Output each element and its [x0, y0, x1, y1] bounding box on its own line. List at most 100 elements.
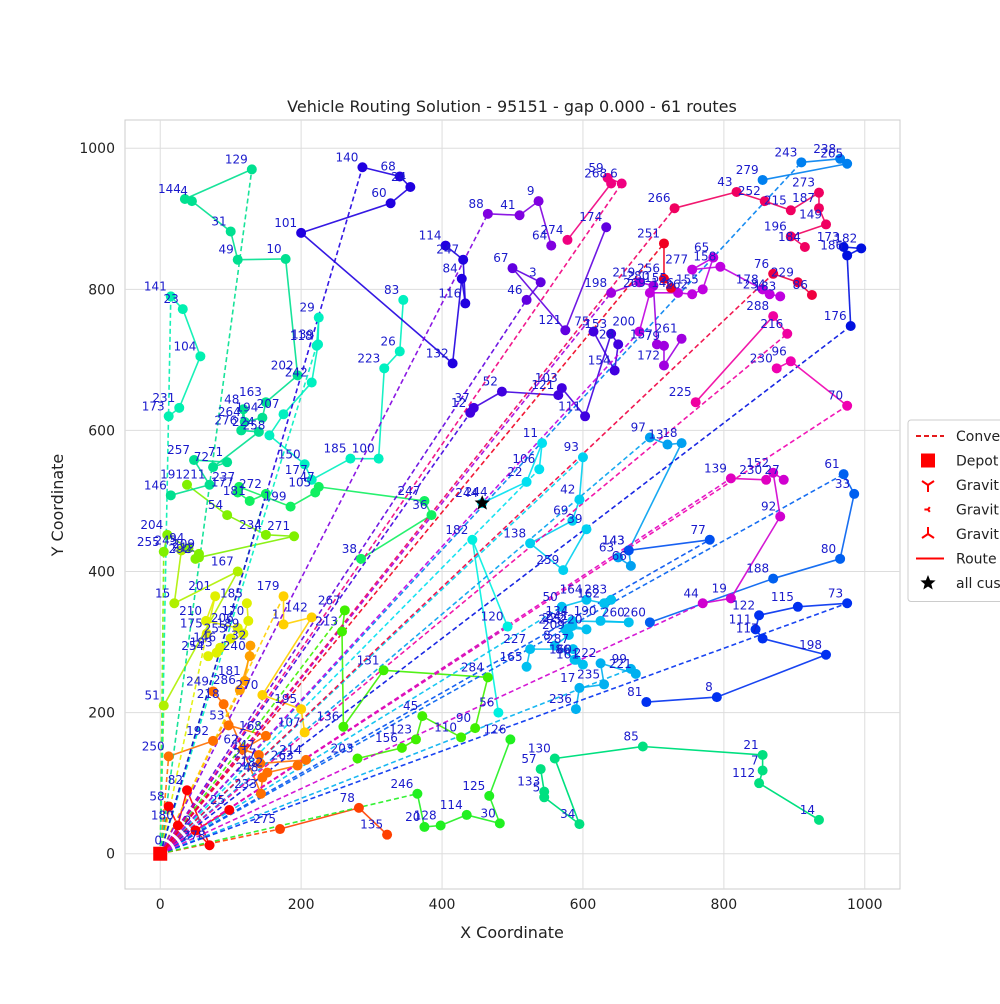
customer-label: 272 — [239, 477, 262, 491]
customer-point — [244, 495, 255, 506]
customer-point — [493, 707, 504, 718]
route-segment — [487, 213, 520, 217]
customer-point — [208, 735, 219, 746]
route-segment — [537, 200, 553, 246]
route-segment — [300, 232, 454, 365]
customer-point — [768, 573, 779, 584]
customer-point — [792, 601, 803, 612]
customer-point — [549, 753, 560, 764]
customer-point — [658, 360, 669, 371]
route-segment — [610, 281, 640, 294]
y-tick-label: 800 — [88, 282, 115, 298]
customer-point — [856, 243, 867, 254]
x-tick-label: 200 — [288, 897, 315, 913]
customer-point — [534, 464, 545, 475]
customer-point — [505, 734, 516, 745]
customer-point — [163, 411, 174, 422]
customer-point — [396, 742, 407, 753]
customer-point — [257, 689, 268, 700]
chart-title: Vehicle Routing Solution - 95151 - gap 0… — [287, 97, 737, 116]
customer-point — [292, 760, 303, 771]
customer-label: 184 — [778, 230, 801, 244]
customer-label: 111 — [729, 612, 752, 626]
customer-point — [556, 383, 567, 394]
legend-marker-stroke — [927, 480, 935, 486]
customer-label: 221 — [609, 657, 632, 671]
route-segment — [159, 539, 711, 855]
y-axis-label: Y Coordinate — [48, 454, 67, 558]
customer-point — [563, 630, 574, 641]
legend-label: Route — [956, 552, 997, 568]
customer-label: 62 — [223, 732, 238, 746]
customer-point — [313, 481, 324, 492]
customer-label: 231 — [152, 391, 175, 405]
customer-label: 1 — [272, 607, 280, 621]
customer-label: 194 — [235, 401, 258, 415]
route-segment — [663, 338, 683, 366]
y-tick-label: 600 — [88, 423, 115, 439]
customer-point — [725, 593, 736, 604]
customer-label: 107 — [278, 715, 301, 729]
customer-point — [514, 210, 525, 221]
customer-label: 47 — [299, 470, 314, 484]
customer-point — [494, 818, 505, 829]
customer-label: 271 — [267, 519, 290, 533]
customer-label: 252 — [738, 184, 761, 198]
customer-label: 8 — [705, 680, 713, 694]
customer-label: 174 — [579, 210, 602, 224]
customer-label: 218 — [197, 687, 220, 701]
route-segment — [846, 255, 852, 327]
route-segment — [173, 570, 239, 604]
legend: Conve Depot Gravit Gravit Gravit Route all cus — [907, 419, 1000, 602]
customer-label: 46 — [507, 283, 522, 297]
customer-label: 22 — [507, 465, 522, 479]
customer-label: 92 — [761, 499, 776, 513]
customer-label: 94 — [169, 531, 184, 545]
customer-label: 280 — [627, 269, 650, 283]
customer-label: 76 — [754, 257, 769, 271]
route-segment — [398, 299, 405, 352]
customer-label: 214 — [279, 743, 302, 757]
grid-layer — [124, 119, 901, 890]
route-segment — [501, 390, 559, 396]
route-segment — [159, 602, 848, 855]
customer-point — [201, 628, 212, 639]
customer-point — [775, 511, 786, 522]
customer-point — [537, 438, 548, 449]
route-segment — [159, 345, 318, 854]
route-segment — [159, 299, 528, 855]
route-segment — [730, 516, 781, 599]
customer-point — [470, 723, 481, 734]
legend-marker — [920, 575, 936, 590]
route-segment — [362, 166, 400, 178]
customer-point — [296, 227, 307, 238]
customer-label: 185 — [220, 586, 243, 600]
customer-label: 205 — [538, 612, 561, 626]
customer-point — [158, 546, 169, 557]
customer-label: 75 — [574, 315, 589, 329]
route-segment — [159, 606, 563, 855]
customer-label: 21 — [743, 738, 758, 752]
customer-point — [255, 788, 266, 799]
route-segment — [473, 390, 503, 409]
customer-point — [796, 157, 807, 168]
x-tick-label: 800 — [710, 897, 737, 913]
customer-point — [182, 785, 192, 796]
customer-label: 90 — [456, 711, 471, 725]
customer-label: 265 — [820, 147, 843, 161]
customer-label: 241 — [545, 609, 568, 623]
customer-point — [183, 543, 194, 554]
legend-label: Gravit — [956, 478, 999, 494]
legend-label: Depot — [956, 454, 999, 470]
customer-label: 279 — [736, 163, 759, 177]
customer-point — [560, 325, 571, 336]
customer-label: 48 — [224, 392, 239, 406]
customer-point — [778, 474, 789, 485]
customer-label: 215 — [764, 193, 787, 207]
customer-point — [754, 778, 765, 789]
customer-point — [426, 510, 437, 521]
customer-label: 106 — [512, 452, 535, 466]
customer-point — [410, 734, 421, 745]
route-segment — [562, 528, 588, 571]
